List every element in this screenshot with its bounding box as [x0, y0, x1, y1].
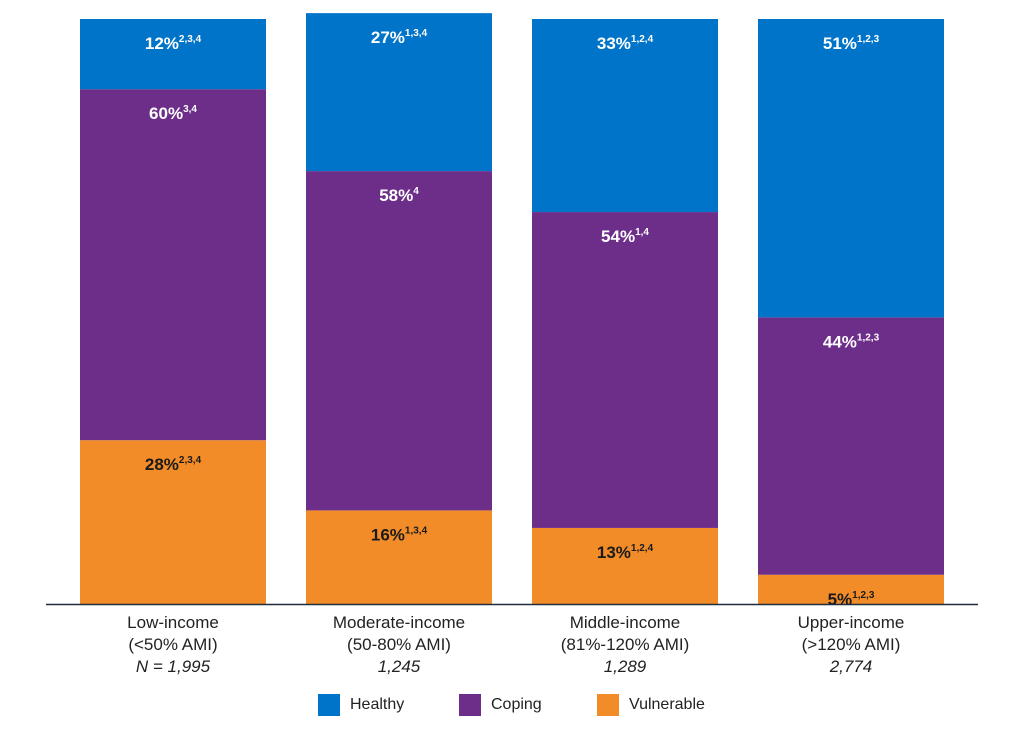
x-tick-label-0-line1: Low-income	[127, 613, 219, 632]
data-label-healthy-2: 33%1,2,4	[597, 34, 654, 53]
data-label-coping-3: 44%1,2,3	[823, 332, 880, 351]
legend-item-coping: Coping	[459, 694, 542, 716]
bar-segment-vulnerable-1	[306, 510, 492, 604]
bar-segment-vulnerable-0	[80, 440, 266, 604]
x-tick-label-0-line2: (<50% AMI)	[128, 635, 217, 654]
x-tick-label-0-line3: N = 1,995	[136, 657, 211, 676]
data-label-vulnerable-0: 28%2,3,4	[145, 455, 202, 474]
legend-swatch-coping	[459, 694, 481, 716]
x-tick-label-3-line2: (>120% AMI)	[802, 635, 901, 654]
data-label-vulnerable-1: 16%1,3,4	[371, 525, 428, 544]
legend-swatch-healthy	[318, 694, 340, 716]
legend-label-healthy: Healthy	[350, 696, 405, 713]
data-label-healthy-0: 12%2,3,4	[145, 34, 202, 53]
bar-segment-healthy-2	[532, 19, 718, 213]
legend-item-vulnerable: Vulnerable	[597, 694, 705, 716]
x-tick-label-3-line3: 2,774	[829, 657, 873, 676]
bar-segment-healthy-3	[758, 19, 944, 318]
bar-segment-healthy-1	[306, 13, 492, 172]
data-label-healthy-1: 27%1,3,4	[371, 28, 428, 47]
stacked-bar-chart: 28%2,3,4 60%3,4 12%2,3,4 Low-income (<50% AM…	[46, 13, 978, 676]
bar-segment-coping-3	[758, 317, 944, 575]
legend-label-vulnerable: Vulnerable	[629, 696, 705, 713]
bar-segment-vulnerable-3	[758, 574, 944, 604]
chart-legend: Healthy Coping Vulnerable	[0, 690, 1024, 720]
x-tick-label-1-line2: (50-80% AMI)	[347, 635, 451, 654]
bar-segment-coping-2	[532, 212, 718, 528]
legend-item-healthy: Healthy	[318, 694, 404, 716]
bar-segment-coping-1	[306, 171, 492, 511]
data-label-healthy-3: 51%1,2,3	[823, 34, 880, 53]
data-label-coping-0: 60%3,4	[149, 104, 197, 123]
data-label-vulnerable-3: 5%1,2,3	[828, 590, 875, 609]
x-tick-label-1-line3: 1,245	[378, 657, 421, 676]
legend-swatch-vulnerable	[597, 694, 619, 716]
x-tick-label-3-line1: Upper-income	[798, 613, 905, 632]
x-tick-label-2-line1: Middle-income	[570, 613, 681, 632]
bar-segment-vulnerable-2	[532, 527, 718, 604]
legend-label-coping: Coping	[491, 696, 542, 713]
data-label-coping-2: 54%1,4	[601, 227, 649, 246]
x-tick-label-2-line2: (81%-120% AMI)	[561, 635, 690, 654]
x-tick-label-1-line1: Moderate-income	[333, 613, 465, 632]
data-label-vulnerable-2: 13%1,2,4	[597, 543, 654, 562]
data-label-coping-1: 58%4	[379, 186, 419, 205]
bar-segment-coping-0	[80, 89, 266, 441]
x-tick-label-2-line3: 1,289	[604, 657, 647, 676]
bar-segment-healthy-0	[80, 19, 266, 90]
